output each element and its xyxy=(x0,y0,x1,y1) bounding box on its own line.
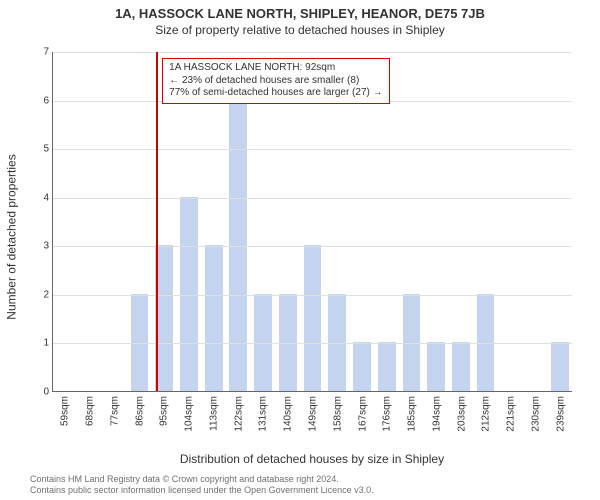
bar xyxy=(205,245,223,391)
bar-slot xyxy=(449,52,474,391)
y-tick-label: 5 xyxy=(31,144,49,155)
grid-line xyxy=(53,52,572,53)
x-tick-label: 122sqm xyxy=(233,396,244,432)
x-tick-label: 203sqm xyxy=(456,396,467,432)
bar xyxy=(403,294,421,391)
bar xyxy=(452,342,470,391)
bar xyxy=(378,342,396,391)
chart-area: 0123456759sqm68sqm77sqm86sqm95sqm104sqm1… xyxy=(52,52,572,422)
y-tick-label: 6 xyxy=(31,95,49,106)
x-tick-label: 140sqm xyxy=(283,396,294,432)
bar xyxy=(551,342,569,391)
footer: Contains HM Land Registry data © Crown c… xyxy=(30,474,374,496)
grid-line xyxy=(53,295,572,296)
bar xyxy=(229,100,247,391)
x-tick-label: 230sqm xyxy=(530,396,541,432)
bar-slot xyxy=(498,52,523,391)
x-tick-label: 59sqm xyxy=(60,396,71,426)
x-axis-label: Distribution of detached houses by size … xyxy=(52,452,572,466)
bar xyxy=(131,294,149,391)
page-subtitle: Size of property relative to detached ho… xyxy=(0,23,600,37)
bar xyxy=(254,294,272,391)
bar-slot xyxy=(78,52,103,391)
x-tick-label: 194sqm xyxy=(431,396,442,432)
bar-slot xyxy=(473,52,498,391)
y-tick-label: 3 xyxy=(31,241,49,252)
bar xyxy=(427,342,445,391)
bar xyxy=(304,245,322,391)
x-tick-label: 221sqm xyxy=(506,396,517,432)
bar-slot xyxy=(127,52,152,391)
callout-line: 1A HASSOCK LANE NORTH: 92sqm xyxy=(169,62,382,75)
page-root: 1A, HASSOCK LANE NORTH, SHIPLEY, HEANOR,… xyxy=(0,0,600,500)
bar-slot xyxy=(399,52,424,391)
y-tick-label: 4 xyxy=(31,192,49,203)
x-tick-label: 158sqm xyxy=(332,396,343,432)
x-tick-label: 239sqm xyxy=(555,396,566,432)
y-axis-label-wrap: Number of detached properties xyxy=(4,52,20,422)
y-tick-label: 7 xyxy=(31,47,49,58)
grid-line xyxy=(53,149,572,150)
bar-slot xyxy=(547,52,572,391)
x-tick-label: 176sqm xyxy=(382,396,393,432)
grid-line xyxy=(53,343,572,344)
y-tick-label: 2 xyxy=(31,289,49,300)
y-tick-label: 1 xyxy=(31,338,49,349)
footer-line-2: Contains public sector information licen… xyxy=(30,485,374,496)
x-tick-label: 68sqm xyxy=(85,396,96,426)
bar-slot xyxy=(102,52,127,391)
callout-line: ← 23% of detached houses are smaller (8) xyxy=(169,75,382,88)
x-tick-label: 131sqm xyxy=(258,396,269,432)
bar xyxy=(279,294,297,391)
plot-area: 0123456759sqm68sqm77sqm86sqm95sqm104sqm1… xyxy=(52,52,572,392)
marker-callout: 1A HASSOCK LANE NORTH: 92sqm← 23% of det… xyxy=(162,58,389,104)
x-tick-label: 77sqm xyxy=(109,396,120,426)
footer-line-1: Contains HM Land Registry data © Crown c… xyxy=(30,474,374,485)
x-tick-label: 95sqm xyxy=(159,396,170,426)
bar xyxy=(353,342,371,391)
y-tick-label: 0 xyxy=(31,387,49,398)
bar-slot xyxy=(424,52,449,391)
x-tick-label: 167sqm xyxy=(357,396,368,432)
bar xyxy=(477,294,495,391)
x-tick-label: 86sqm xyxy=(134,396,145,426)
bar xyxy=(328,294,346,391)
x-tick-label: 149sqm xyxy=(308,396,319,432)
callout-line: 77% of semi-detached houses are larger (… xyxy=(169,87,382,100)
bar-slot xyxy=(53,52,78,391)
y-axis-label: Number of detached properties xyxy=(5,154,19,319)
grid-line xyxy=(53,246,572,247)
bar-slot xyxy=(523,52,548,391)
x-tick-label: 113sqm xyxy=(208,396,219,431)
x-tick-label: 185sqm xyxy=(407,396,418,432)
x-tick-label: 212sqm xyxy=(481,396,492,432)
page-title: 1A, HASSOCK LANE NORTH, SHIPLEY, HEANOR,… xyxy=(0,0,600,21)
grid-line xyxy=(53,198,572,199)
x-tick-label: 104sqm xyxy=(184,396,195,432)
marker-line xyxy=(156,52,158,391)
